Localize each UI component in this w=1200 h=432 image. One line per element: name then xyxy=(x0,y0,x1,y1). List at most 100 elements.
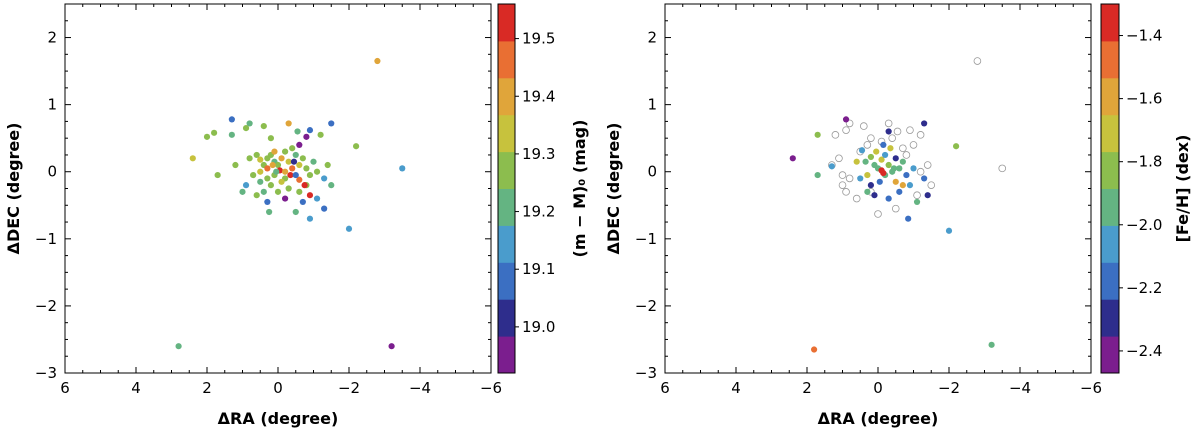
data-point xyxy=(321,205,328,212)
colorbar-segment xyxy=(498,336,515,374)
data-point xyxy=(301,182,308,189)
colorbar: 19.0 19.1 19.2 19.3 19.4 19.5 (m − M)₀ (mag) xyxy=(497,3,589,374)
colorbar-frame xyxy=(1100,3,1120,374)
y-tick-label: −2 xyxy=(35,297,57,315)
data-point xyxy=(321,175,328,182)
x-tick-label: −4 xyxy=(409,379,431,397)
data-point xyxy=(867,153,875,161)
data-point xyxy=(299,155,306,162)
open-point xyxy=(891,204,900,213)
plot-frame xyxy=(64,3,492,374)
data-point xyxy=(189,155,196,162)
data-point xyxy=(294,128,301,135)
open-point xyxy=(902,151,911,159)
data-point xyxy=(278,178,285,185)
data-point xyxy=(896,165,903,172)
open-point xyxy=(852,194,861,203)
data-point xyxy=(175,343,182,350)
data-point xyxy=(878,156,885,163)
data-point xyxy=(203,133,211,140)
data-point xyxy=(257,178,264,185)
data-point xyxy=(814,171,821,179)
data-point xyxy=(228,116,235,123)
y-tick-label: 0 xyxy=(47,163,57,181)
data-point xyxy=(239,188,246,195)
data-point xyxy=(285,158,292,165)
data-point xyxy=(328,182,335,189)
data-point xyxy=(282,148,289,155)
open-point xyxy=(867,134,875,142)
data-point xyxy=(906,182,914,189)
colorbar-segment xyxy=(1101,4,1119,42)
x-tick-label: 6 xyxy=(660,379,670,397)
data-point xyxy=(858,147,866,154)
data-point xyxy=(253,151,260,159)
right-scatter-panel: 6 4 2 0 −2 −4 −6 −3 −2 −1 0 1 2 ΔRA (degree) ΔDEC (deg… xyxy=(604,3,1192,428)
data-point xyxy=(885,128,892,135)
data-point xyxy=(885,195,892,202)
colorbar-segment xyxy=(498,299,515,337)
data-point xyxy=(880,141,887,148)
colorbar-segment xyxy=(1101,299,1119,337)
data-point xyxy=(264,175,271,182)
colorbar-segment xyxy=(498,77,515,116)
data-point xyxy=(296,141,303,148)
open-point xyxy=(863,141,872,149)
colorbar-tick-label: 19.0 xyxy=(522,318,555,336)
x-tick-label: 2 xyxy=(202,379,212,397)
x-tick-label: −6 xyxy=(1080,379,1102,397)
data-point xyxy=(267,182,274,189)
data-point xyxy=(871,192,878,199)
data-point xyxy=(296,188,303,195)
x-tick-label: 4 xyxy=(731,379,741,397)
data-point xyxy=(289,165,296,172)
data-point xyxy=(285,185,292,192)
data-point xyxy=(228,131,235,138)
data-point xyxy=(310,158,317,165)
data-point xyxy=(292,151,299,159)
colorbar-tick-label: 19.5 xyxy=(522,30,555,48)
data-point xyxy=(313,195,321,202)
colorbar-tick-label: −1.4 xyxy=(1126,27,1162,45)
data-point xyxy=(264,165,271,172)
data-point xyxy=(828,163,835,170)
data-point xyxy=(242,125,250,132)
colorbar-tick-label: 19.2 xyxy=(522,203,555,221)
data-point xyxy=(211,129,218,136)
data-point xyxy=(811,346,818,353)
open-point xyxy=(859,122,868,130)
data-point xyxy=(324,161,331,169)
x-tick-label: 2 xyxy=(802,379,812,397)
y-tick-label: 1 xyxy=(47,96,57,114)
data-point xyxy=(921,175,928,182)
data-point xyxy=(899,158,906,165)
colorbar-tick-label: −2.4 xyxy=(1126,342,1162,360)
x-tick-label: −4 xyxy=(1009,379,1031,397)
data-point xyxy=(896,188,903,195)
open-point xyxy=(842,188,850,196)
left-scatter-panel: 6 4 2 0 −2 −4 −6 −3 −2 −1 0 1 2 ΔRA (degree) ΔDEC (deg… xyxy=(4,3,589,428)
open-point xyxy=(916,131,925,139)
colorbar-tick-label: −1.6 xyxy=(1126,90,1162,108)
data-point xyxy=(274,161,282,169)
x-axis-label: ΔRA (degree) xyxy=(218,409,339,428)
data-point xyxy=(374,57,381,65)
open-point xyxy=(838,171,847,179)
colorbar: −1.4 −1.6 −1.8 −2.0 −2.2 −2.4 [Fe/H] (dex) xyxy=(1100,3,1192,374)
data-point xyxy=(892,155,899,162)
open-point xyxy=(923,161,932,169)
colorbar-segment xyxy=(498,262,515,300)
data-point xyxy=(853,158,860,165)
y-tick-label: −3 xyxy=(35,364,57,382)
open-point xyxy=(845,119,854,128)
data-point xyxy=(299,198,306,206)
data-point xyxy=(882,151,889,159)
colorbar-segment xyxy=(498,225,515,263)
data-point xyxy=(345,225,353,232)
data-point xyxy=(282,168,289,175)
data-point xyxy=(924,192,931,199)
data-point xyxy=(257,168,264,175)
x-tick-label: 4 xyxy=(131,379,141,397)
data-point xyxy=(271,148,278,155)
